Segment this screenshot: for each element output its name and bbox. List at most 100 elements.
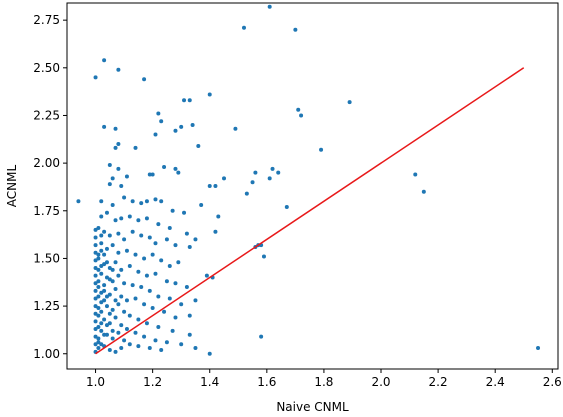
scatter-point [99, 342, 104, 347]
scatter-point [267, 176, 272, 181]
scatter-point [413, 172, 418, 177]
scatter-point [213, 229, 218, 234]
scatter-point [93, 319, 98, 324]
scatter-point [110, 176, 115, 181]
scatter-point [207, 184, 212, 188]
scatter-point [96, 346, 101, 351]
scatter-point [179, 124, 184, 129]
scatter-point [122, 237, 127, 242]
scatter-point [136, 344, 141, 349]
scatter-point [102, 317, 107, 322]
scatter-point [130, 283, 135, 288]
scatter-point [153, 197, 158, 202]
scatter-point [144, 321, 149, 326]
scatter-point [107, 292, 112, 297]
scatter-point [127, 342, 132, 347]
scatter-point [96, 267, 101, 272]
scatter-point [319, 147, 324, 152]
scatter-point [130, 229, 135, 234]
y-tick-label: 2.00 [33, 156, 60, 170]
scatter-point [133, 252, 138, 257]
scatter-point [99, 271, 104, 276]
scatter-point [107, 163, 112, 168]
scatter-point [241, 25, 246, 30]
x-tick-label: 2.6 [543, 375, 562, 389]
scatter-point [216, 214, 221, 219]
scatter-point [102, 58, 107, 63]
scatter-point [116, 231, 121, 236]
scatter-point [93, 296, 98, 301]
scatter-point [167, 296, 172, 301]
scatter-point [159, 119, 164, 124]
scatter-point [96, 313, 101, 318]
scatter-point [122, 309, 127, 314]
reference-line [95, 67, 525, 355]
scatter-point [147, 288, 152, 293]
scatter-point [153, 338, 158, 343]
scatter-point [193, 298, 198, 303]
scatter-point [144, 199, 149, 204]
scatter-point [124, 298, 129, 303]
scatter-point [127, 264, 132, 269]
scatter-point [136, 269, 141, 274]
scatter-point [133, 330, 138, 335]
x-axis-label: Naive CNML [276, 400, 349, 414]
scatter-point [113, 218, 118, 223]
scatter-point [110, 336, 115, 341]
scatter-point [179, 342, 184, 347]
scatter-point [99, 199, 104, 204]
scatter-point [170, 328, 175, 333]
scatter-point [250, 180, 255, 185]
scatter-point [93, 227, 98, 232]
points-layer [76, 4, 541, 356]
scatter-point [113, 315, 118, 320]
scatter-point [104, 260, 109, 265]
scatter-point [299, 113, 304, 118]
scatter-point [99, 233, 104, 238]
scatter-point [139, 285, 144, 290]
scatter-point [113, 260, 118, 265]
scatter-point [113, 126, 118, 131]
scatter-point [347, 100, 352, 105]
scatter-point [116, 142, 121, 147]
scatter-point [93, 250, 98, 255]
scatter-point [116, 273, 121, 278]
scatter-point [104, 323, 109, 328]
y-tick-label: 1.25 [33, 299, 60, 313]
scatter-point [193, 346, 198, 351]
scatter-point [142, 256, 147, 261]
scatter-point [184, 285, 189, 290]
scatter-point [127, 313, 132, 318]
scatter-point [164, 279, 169, 284]
scatter-point [110, 203, 115, 208]
scatter-point [99, 248, 104, 253]
x-tick-label: 1.8 [314, 375, 333, 389]
scatter-point [93, 304, 98, 309]
scatter-point [107, 277, 112, 282]
scatter-point [99, 241, 104, 246]
scatter-point [196, 143, 201, 148]
scatter-point [213, 184, 218, 188]
scatter-point [96, 252, 101, 257]
scatter-point [93, 235, 98, 240]
scatter-point [162, 309, 167, 314]
scatter-point [142, 77, 147, 82]
scatter-point [204, 273, 209, 278]
scatter-point [93, 281, 98, 286]
scatter-point [113, 349, 118, 354]
scatter-point [96, 225, 101, 230]
scatter-point [173, 243, 178, 248]
scatter-point [99, 309, 104, 314]
scatter-point [150, 252, 155, 257]
scatter-point [93, 243, 98, 248]
scatter-point [119, 216, 124, 221]
scatter-point [122, 338, 127, 343]
scatter-point [293, 27, 298, 32]
scatter-point [93, 265, 98, 270]
scatter-point [139, 233, 144, 238]
x-tick-label: 2.2 [429, 375, 448, 389]
scatter-point [107, 347, 112, 352]
y-tick-label: 1.50 [33, 251, 60, 265]
scatter-point [102, 283, 107, 288]
